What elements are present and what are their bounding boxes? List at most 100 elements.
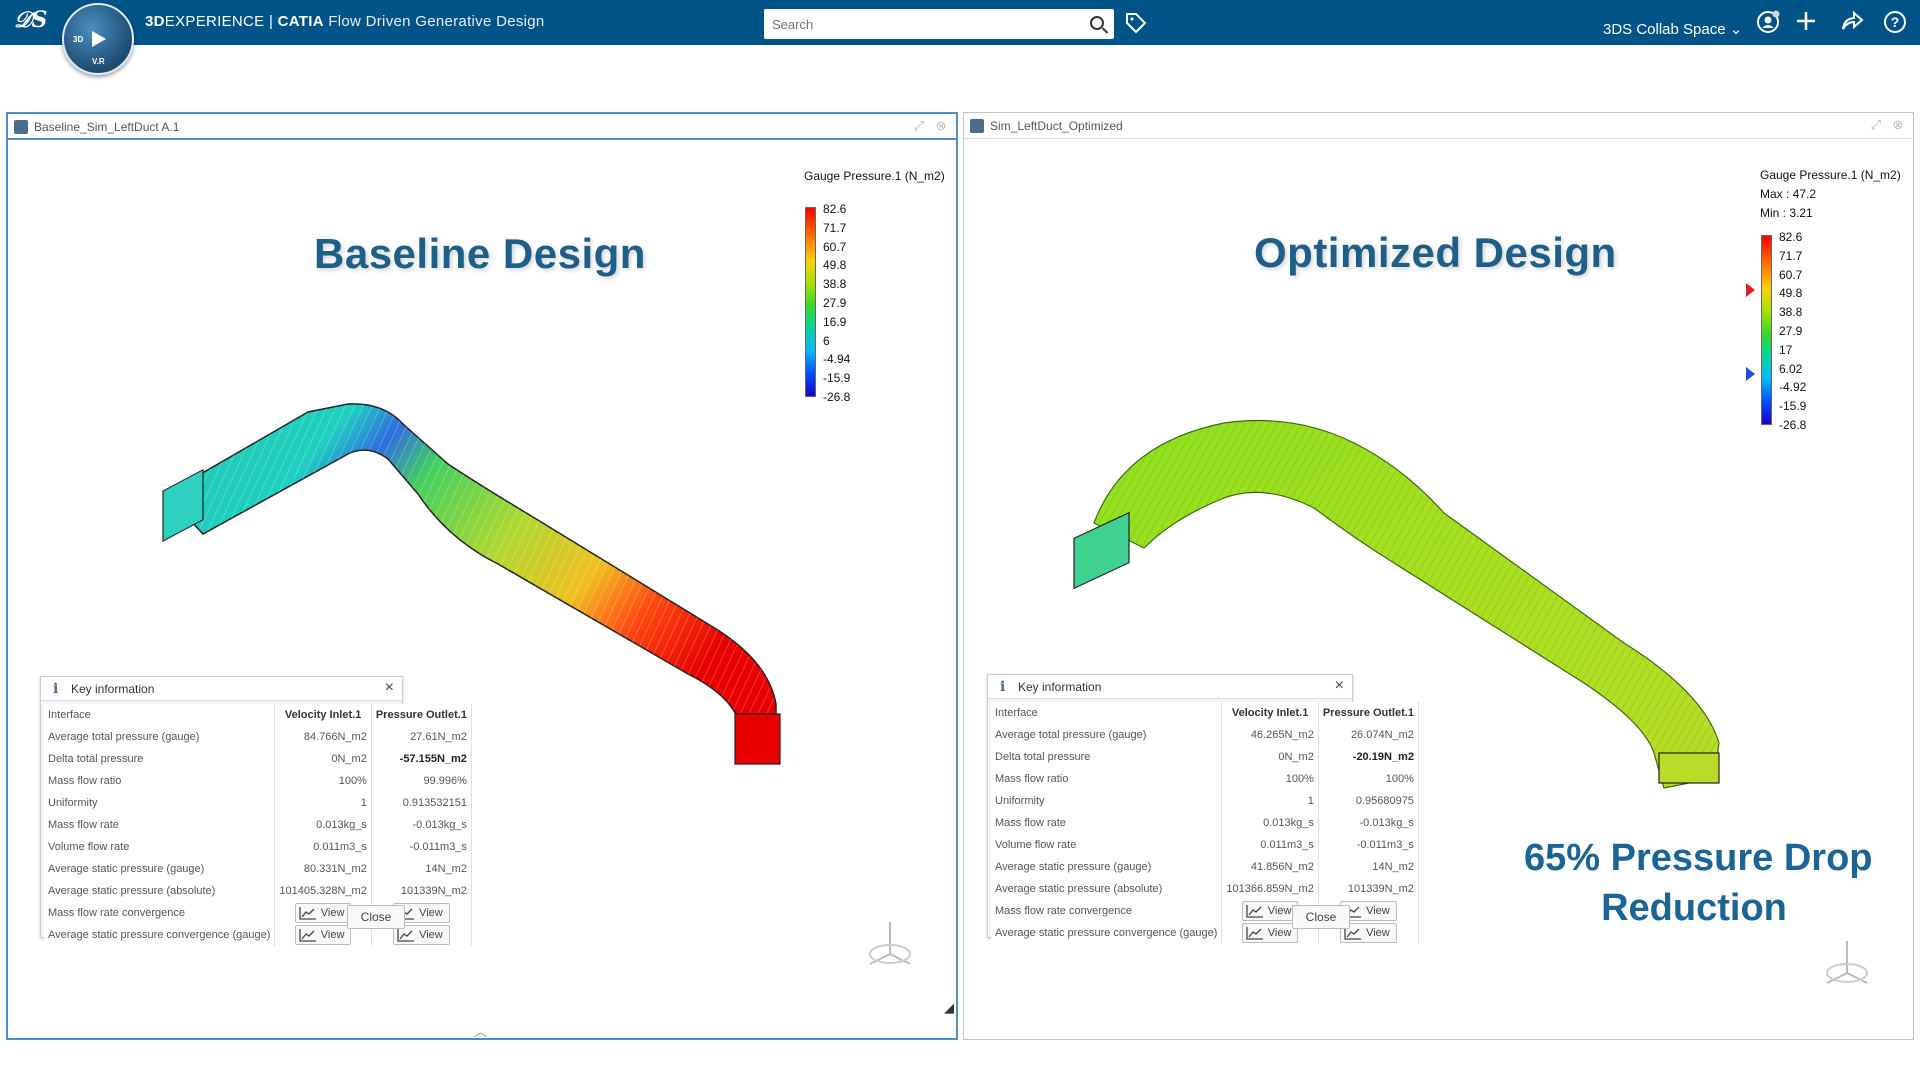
legend-value: -4.94	[823, 352, 851, 367]
table-cell: 101339N_m2	[371, 880, 472, 902]
view-convergence-button[interactable]: View	[294, 925, 352, 945]
chart-icon	[299, 929, 316, 942]
table-cell: 46.265N_m2	[1221, 724, 1319, 746]
compass-bottom-label: V.R	[92, 57, 105, 66]
outlet-box	[734, 713, 781, 765]
max-marker-icon	[1746, 283, 1755, 297]
compass-icon[interactable]: 3D V.R	[62, 3, 134, 75]
view-convergence-button[interactable]: View	[1340, 923, 1397, 943]
info-icon: i	[1000, 679, 1006, 695]
legend-value: 16.9	[823, 314, 847, 329]
legend-value: 60.7	[823, 239, 847, 254]
table-cell: Average total pressure (gauge)	[44, 726, 276, 748]
table-row: Average static pressure convergence (gau…	[44, 924, 472, 946]
column-header: Interface	[44, 704, 276, 726]
top-bar: 𝒟S 3D V.R 3DEXPERIENCE | CATIA Flow Driv…	[0, 0, 1920, 75]
table-cell: Uniformity	[991, 790, 1223, 812]
share-icon[interactable]	[1840, 10, 1864, 37]
baseline-viewer-panel[interactable]: Baseline_Sim_LeftDuct A.1 ⤢ ⊗ Baseline D…	[6, 112, 958, 1040]
table-cell: 0.013kg_s	[274, 814, 372, 836]
legend-value: 49.8	[1779, 286, 1803, 301]
table-cell: Volume flow rate	[991, 834, 1223, 856]
legend-value: 6.02	[1779, 361, 1803, 376]
legend-value: 38.8	[823, 277, 847, 292]
view-axis-compass-icon[interactable]	[862, 914, 918, 970]
optimized-duct-view[interactable]	[1064, 373, 1764, 793]
brand-bold: 3D	[145, 13, 165, 30]
legend-title: Gauge Pressure.1 (N_m2)	[1760, 168, 1901, 182]
legend-value: -15.9	[823, 371, 851, 386]
table-cell: -57.155N_m2	[371, 748, 472, 770]
table-cell: 27.61N_m2	[371, 726, 472, 748]
view-axis-compass-icon[interactable]	[1819, 933, 1875, 989]
table-cell: Delta total pressure	[991, 746, 1223, 768]
legend-value: 71.7	[823, 220, 847, 235]
table-cell: 0.011m3_s	[274, 836, 372, 858]
table-row: Average static pressure (absolute) 101405…	[44, 880, 472, 902]
product-name: CATIA	[277, 13, 324, 30]
view-convergence-button[interactable]: View	[1340, 901, 1397, 921]
view-convergence-button[interactable]: View	[1241, 923, 1299, 943]
table-cell: -0.011m3_s	[1318, 834, 1419, 856]
table-row: Uniformity 1 0.913532151	[44, 792, 472, 814]
table-cell: 14N_m2	[1318, 856, 1419, 878]
table-cell: -20.19N_m2	[1318, 746, 1419, 768]
collab-space-selector[interactable]: 3DS Collab Space ⌄	[1603, 20, 1742, 38]
key-info-table: Interface Velocity Inlet.1 Pressure Outlet…	[44, 704, 472, 946]
key-info-header: i Key information ×	[41, 677, 402, 701]
column-header: Velocity Inlet.1	[274, 704, 372, 726]
column-header: Pressure Outlet.1	[1318, 702, 1419, 724]
close-panel-icon[interactable]: ⊗	[935, 118, 947, 133]
legend-value: 82.6	[823, 202, 847, 216]
close-panel-icon[interactable]: ⊗	[1892, 117, 1904, 132]
maximize-icon[interactable]: ⤢	[913, 118, 925, 133]
close-icon[interactable]: ×	[1334, 677, 1344, 694]
table-row: Delta total pressure 0N_m2 -57.155N_m2	[44, 748, 472, 770]
optimized-viewer-panel[interactable]: Sim_LeftDuct_Optimized ⤢ ⊗ Optimized Des…	[963, 112, 1914, 1040]
help-icon[interactable]: ?	[1883, 10, 1907, 39]
table-cell: 100%	[1221, 768, 1319, 790]
legend-value: 6	[823, 333, 830, 348]
close-button[interactable]: Close	[347, 905, 405, 929]
user-profile-icon[interactable]	[1756, 10, 1780, 39]
legend-value: -4.92	[1779, 380, 1807, 395]
chart-icon	[1344, 927, 1362, 940]
view-convergence-button[interactable]: View	[393, 903, 450, 923]
add-icon[interactable]	[1795, 10, 1817, 37]
table-cell: View	[371, 924, 472, 946]
min-marker-icon	[1746, 367, 1755, 381]
view-convergence-button[interactable]: View	[294, 903, 352, 923]
legend-min: Min : 3.21	[1760, 206, 1813, 220]
callout-line-1: 65% Pressure Drop	[1524, 837, 1873, 879]
view-convergence-button[interactable]: View	[1241, 901, 1299, 921]
table-header-row: Interface Velocity Inlet.1 Pressure Outlet…	[991, 702, 1419, 724]
tag-icon[interactable]	[1125, 12, 1147, 34]
view-label: View	[320, 907, 345, 919]
maximize-icon[interactable]: ⤢	[1870, 117, 1882, 132]
dassault-logo-icon[interactable]: 𝒟S	[14, 7, 48, 33]
table-cell: -0.013kg_s	[1318, 812, 1419, 834]
chevron-up-icon[interactable]: ︿	[474, 1024, 488, 1039]
table-cell: -0.013kg_s	[371, 814, 472, 836]
key-information-dialog[interactable]: i Key information × Interface Velocity In…	[40, 676, 472, 946]
panel-header: Sim_LeftDuct_Optimized ⤢ ⊗	[964, 113, 1913, 139]
key-information-dialog[interactable]: i Key information × Interface Velocity In…	[987, 674, 1419, 944]
table-cell: Average static pressure (absolute)	[991, 878, 1223, 900]
baseline-duct-view[interactable]	[148, 374, 848, 774]
search-input[interactable]	[764, 9, 1074, 39]
search-box	[764, 9, 1114, 39]
table-cell: 0.913532151	[371, 792, 472, 814]
search-icon[interactable]	[1090, 16, 1104, 30]
table-cell: 0.011m3_s	[1221, 834, 1319, 856]
close-button[interactable]: Close	[1292, 905, 1350, 929]
view-label: View	[320, 929, 345, 941]
table-row: Mass flow rate convergence View View	[991, 900, 1419, 922]
table-cell: Average static pressure convergence (gau…	[991, 922, 1223, 944]
key-info-title: Key information	[71, 682, 155, 696]
table-row: Average total pressure (gauge) 84.766N_m2…	[44, 726, 472, 748]
view-convergence-button[interactable]: View	[393, 925, 450, 945]
close-icon[interactable]: ×	[384, 679, 394, 696]
table-cell: Mass flow rate convergence	[44, 902, 276, 924]
table-cell: 26.074N_m2	[1318, 724, 1419, 746]
info-icon: i	[53, 681, 59, 697]
